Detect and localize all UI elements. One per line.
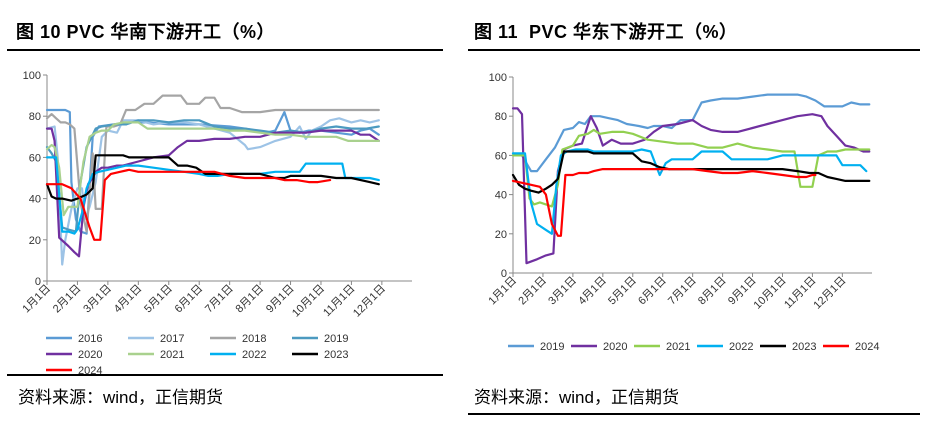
- chart-east-china: 0204060801001月1日2月1日3月1日4月1日5月1日6月1日7月1日…: [486, 72, 879, 353]
- x-tick-label: 3月1日: [546, 275, 579, 308]
- chart-south-china: 0204060801001月1日2月1日3月1日4月1日5月1日6月1日7月1日…: [20, 70, 412, 377]
- x-tick-label: 2月1日: [516, 275, 549, 308]
- legend-label-2022: 2022: [729, 341, 753, 353]
- legend-label-2021: 2021: [160, 349, 184, 361]
- legend-label-2018: 2018: [242, 333, 266, 345]
- legend-label-2020: 2020: [78, 349, 102, 361]
- x-tick-label: 8月1日: [234, 283, 267, 316]
- y-tick-label: 60: [29, 152, 41, 164]
- x-tick-label: 5月1日: [142, 283, 175, 316]
- x-tick-label: 2月1日: [51, 283, 84, 316]
- series-line-2018: [45, 94, 380, 233]
- chart-panel-south-china: 图 10 PVC 华南下游开工（%） 0 20 40 60 80 100 1月1日 2月1日 3…: [0, 0, 452, 438]
- y-tick-label: 80: [29, 111, 41, 123]
- x-tick-label: 5月1日: [606, 275, 639, 308]
- legend-label-2017: 2017: [160, 333, 184, 345]
- chart-panel-east-china: 图 11 PVC 华东下游开工（%） 0 20 40 60 80 100 1月1日 2月1日 3…: [460, 0, 927, 438]
- legend-label-2022: 2022: [242, 349, 266, 361]
- y-tick-label: 20: [495, 229, 507, 241]
- series-line-2020: [511, 107, 871, 265]
- x-tick-label: 6月1日: [173, 283, 206, 316]
- source-note: 资料来源：wind，正信期货: [18, 388, 223, 407]
- chart-title: 图 11 PVC 华东下游开工（%）: [474, 22, 738, 42]
- y-tick-label: 80: [495, 111, 507, 123]
- x-tick-label: 7月1日: [666, 275, 699, 308]
- series-line-2020: [45, 127, 380, 258]
- x-tick-label: 7月1日: [203, 283, 236, 316]
- chart-title: 图 10 PVC 华南下游开工（%）: [16, 22, 276, 42]
- x-tick-label: 12月1日: [351, 283, 388, 320]
- title-rule: [468, 49, 920, 51]
- series-line-2021: [45, 121, 380, 217]
- series-line-2019: [511, 93, 871, 173]
- legend-label-2024: 2024: [855, 341, 879, 353]
- x-tick-label: 12月1日: [811, 275, 848, 312]
- legend-label-2019: 2019: [324, 333, 348, 345]
- x-tick-label: 6月1日: [636, 275, 669, 308]
- series-line-2024: [45, 168, 332, 241]
- y-tick-label: 0: [501, 268, 507, 280]
- series-line-2017: [45, 117, 380, 266]
- y-tick-label: 0: [35, 276, 41, 288]
- series-line-2021: [511, 128, 871, 208]
- legend-label-2020: 2020: [603, 341, 627, 353]
- y-tick-label: 20: [29, 235, 41, 247]
- x-tick-label: 8月1日: [696, 275, 729, 308]
- y-tick-label: 100: [23, 70, 41, 82]
- legend-label-2023: 2023: [324, 349, 348, 361]
- y-tick-label: 60: [495, 150, 507, 162]
- legend-label-2021: 2021: [666, 341, 690, 353]
- series-line-2024: [511, 168, 817, 237]
- x-tick-label: 10月1日: [752, 275, 789, 312]
- series-line-2023: [511, 150, 871, 194]
- x-tick-label: 4月1日: [112, 283, 145, 316]
- legend-label-2016: 2016: [78, 333, 102, 345]
- x-tick-label: 3月1日: [81, 283, 114, 316]
- series-line-2022: [511, 148, 868, 235]
- x-tick-label: 4月1日: [576, 275, 609, 308]
- source-note: 资料来源：wind，正信期货: [474, 388, 679, 407]
- x-tick-label: 10月1日: [290, 283, 327, 320]
- footer-rule: [7, 374, 443, 376]
- title-rule: [7, 49, 443, 51]
- footer-rule: [468, 413, 920, 415]
- y-tick-label: 100: [489, 72, 507, 84]
- legend-label-2023: 2023: [792, 341, 816, 353]
- y-tick-label: 40: [29, 194, 41, 206]
- y-tick-label: 40: [495, 190, 507, 202]
- legend-label-2019: 2019: [540, 341, 564, 353]
